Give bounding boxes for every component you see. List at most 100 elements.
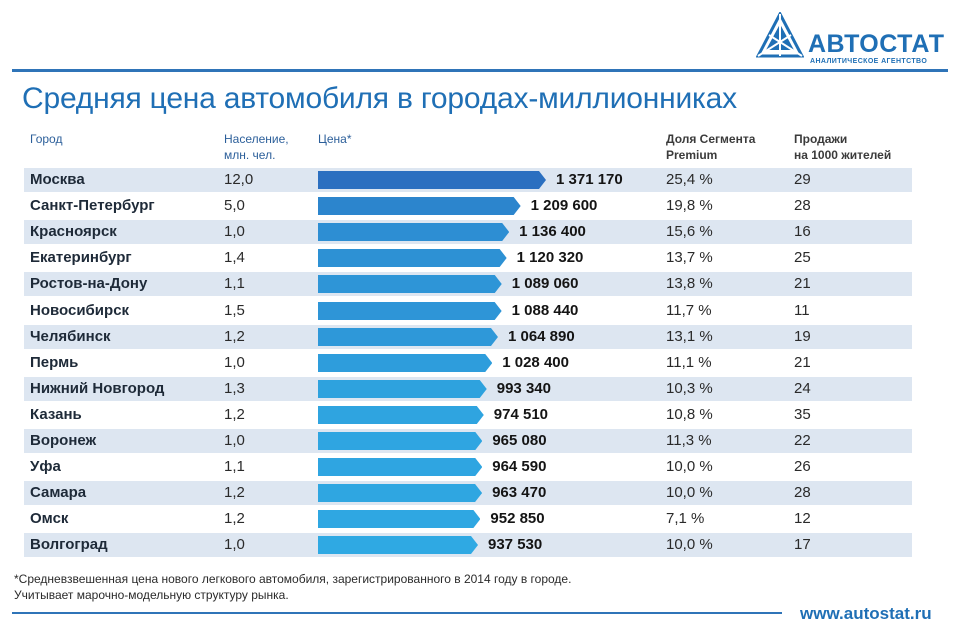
price-value-label: 964 590 bbox=[492, 458, 547, 476]
price-value-label: 963 470 bbox=[492, 484, 547, 502]
sales-per-1000-value: 29 bbox=[794, 171, 811, 188]
premium-share-value: 25,4 % bbox=[666, 171, 713, 188]
population-value: 1,2 bbox=[224, 327, 245, 345]
sales-per-1000-value: 11 bbox=[794, 301, 810, 319]
population-value: 12,0 bbox=[224, 171, 254, 188]
table-row: Новосибирск 1,5 1 088 440 11,7 % 11 bbox=[24, 299, 912, 323]
sales-per-1000-value: 25 bbox=[794, 249, 811, 267]
footnote-line2: Учитывает марочно-модельную структуру ры… bbox=[14, 588, 289, 602]
premium-share-value: 11,1 % bbox=[666, 353, 712, 371]
city-label: Екатеринбург bbox=[30, 249, 132, 267]
price-bar bbox=[318, 223, 510, 242]
header-city: Город bbox=[30, 131, 62, 147]
price-value-label: 1 064 890 bbox=[507, 327, 575, 345]
price-bar bbox=[318, 405, 484, 424]
price-bar bbox=[318, 510, 481, 529]
header-share-line2: Premium bbox=[666, 148, 718, 162]
header-price-label: Цена* bbox=[318, 132, 352, 146]
price-value-label: 1 120 320 bbox=[516, 249, 584, 267]
table-row: Нижний Новгород 1,3 993 340 10,3 % 24 bbox=[24, 376, 912, 401]
price-value-label: 1 371 170 bbox=[556, 171, 623, 188]
population-value: 1,1 bbox=[224, 275, 245, 293]
premium-share-value: 10,0 % bbox=[666, 458, 713, 476]
table-row: Омск 1,2 952 850 7,1 % 12 bbox=[24, 507, 912, 531]
price-bar bbox=[318, 379, 487, 398]
city-label: Челябинск bbox=[30, 327, 111, 345]
sales-per-1000-value: 24 bbox=[794, 379, 811, 397]
table-row: Екатеринбург 1,4 1 120 320 13,7 % 25 bbox=[24, 246, 912, 270]
price-value-label: 993 340 bbox=[496, 379, 551, 397]
city-label: Казань bbox=[30, 405, 82, 423]
population-value: 1,1 bbox=[224, 458, 245, 476]
sales-per-1000-value: 26 bbox=[794, 458, 811, 476]
sales-per-1000-value: 21 bbox=[794, 353, 811, 371]
price-value-label: 937 530 bbox=[488, 536, 543, 554]
footnote-line1: *Средневзвешенная цена нового легкового … bbox=[14, 572, 572, 586]
city-label: Санкт-Петербург bbox=[30, 197, 155, 215]
table-row: Волгоград 1,0 937 530 10,0 % 17 bbox=[24, 533, 912, 558]
brand-tagline: АНАЛИТИЧЕСКОЕ АГЕНТСТВО bbox=[810, 58, 928, 65]
sales-per-1000-value: 28 bbox=[794, 484, 811, 502]
brand-name: АВТОСТАТ bbox=[808, 30, 945, 58]
premium-share-value: 11,7 % bbox=[666, 301, 712, 319]
header-sales-line2: на 1000 жителей bbox=[794, 148, 892, 162]
city-label: Волгоград bbox=[30, 536, 108, 554]
table-row: Пермь 1,0 1 028 400 11,1 % 21 bbox=[24, 351, 912, 375]
autostat-logo-icon bbox=[756, 12, 804, 58]
city-label: Уфа bbox=[30, 458, 61, 476]
population-value: 1,0 bbox=[224, 536, 245, 554]
population-value: 5,0 bbox=[224, 197, 245, 215]
header-population-line1: Население, bbox=[224, 132, 289, 146]
premium-share-value: 10,0 % bbox=[666, 536, 713, 554]
table-row: Челябинск 1,2 1 064 890 13,1 % 19 bbox=[24, 324, 912, 349]
price-bar bbox=[318, 536, 478, 555]
sales-per-1000-value: 28 bbox=[794, 197, 811, 215]
header-premium-share: Доля Сегмента Premium bbox=[666, 131, 755, 163]
price-value-label: 1 136 400 bbox=[519, 223, 586, 241]
city-label: Красноярск bbox=[30, 223, 117, 241]
price-bar bbox=[318, 171, 546, 189]
price-bar bbox=[318, 249, 507, 268]
premium-share-value: 10,3 % bbox=[666, 379, 713, 397]
price-value-label: 974 510 bbox=[493, 405, 549, 423]
table-row: Москва 12,0 1 371 170 25,4 % 29 bbox=[24, 168, 912, 192]
price-bar bbox=[318, 197, 521, 216]
sales-per-1000-value: 17 bbox=[794, 536, 811, 554]
sales-per-1000-value: 21 bbox=[794, 275, 811, 293]
chart-title: Средняя цена автомобиля в городах-миллио… bbox=[22, 82, 737, 115]
sales-per-1000-value: 22 bbox=[794, 432, 811, 449]
premium-share-value: 13,1 % bbox=[666, 327, 713, 345]
city-label: Пермь bbox=[30, 353, 79, 371]
table-row: Казань 1,2 974 510 10,8 % 35 bbox=[24, 403, 912, 427]
price-bar bbox=[318, 458, 483, 477]
bottom-divider bbox=[12, 612, 782, 614]
city-label: Воронеж bbox=[30, 432, 97, 449]
price-bar bbox=[318, 432, 483, 450]
table-row: Санкт-Петербург 5,0 1 209 600 19,8 % 28 bbox=[24, 194, 912, 218]
price-value-label: 1 088 440 bbox=[511, 301, 579, 319]
premium-share-value: 13,8 % bbox=[666, 275, 713, 293]
population-value: 1,0 bbox=[224, 353, 245, 371]
population-value: 1,3 bbox=[224, 379, 245, 397]
city-label: Омск bbox=[30, 510, 69, 528]
population-value: 1,2 bbox=[224, 484, 245, 502]
population-value: 1,2 bbox=[224, 510, 245, 528]
table-row: Уфа 1,1 964 590 10,0 % 26 bbox=[24, 455, 912, 479]
population-value: 1,5 bbox=[224, 301, 245, 319]
sales-per-1000-value: 35 bbox=[794, 405, 811, 423]
header-population: Население, млн. чел. bbox=[224, 131, 289, 163]
header-sales-line1: Продажи bbox=[794, 132, 848, 146]
sales-per-1000-value: 12 bbox=[794, 510, 811, 528]
population-value: 1,2 bbox=[224, 405, 245, 423]
header-price: Цена* bbox=[318, 131, 352, 147]
premium-share-value: 19,8 % bbox=[666, 197, 713, 215]
table-row: Воронеж 1,0 965 080 11,3 % 22 bbox=[24, 429, 912, 453]
price-value-label: 965 080 bbox=[492, 432, 547, 449]
top-divider bbox=[12, 69, 948, 72]
premium-share-value: 10,8 % bbox=[666, 405, 713, 423]
premium-share-value: 15,6 % bbox=[666, 223, 713, 241]
city-label: Самара bbox=[30, 484, 87, 502]
price-value-label: 1 089 060 bbox=[511, 275, 579, 293]
website-link[interactable]: www.autostat.ru bbox=[800, 604, 932, 623]
city-label: Ростов-на-Дону bbox=[30, 275, 148, 293]
